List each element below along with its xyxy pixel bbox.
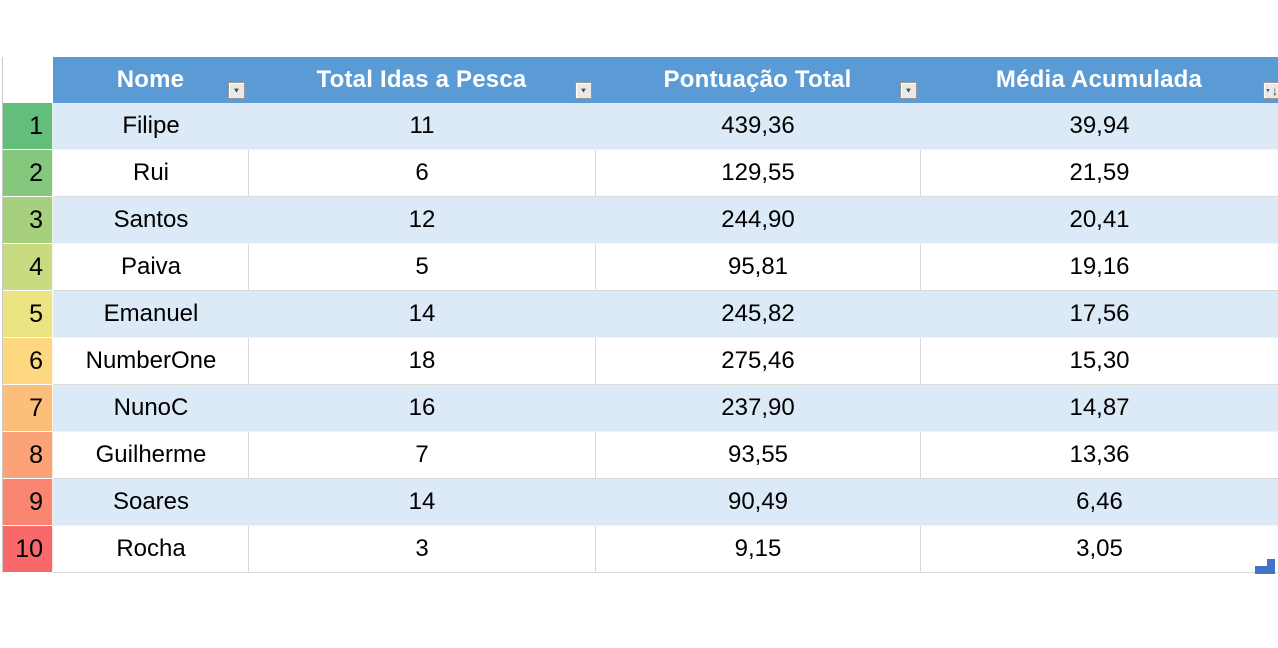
filter-dropdown-icon: ▼: [232, 86, 241, 94]
trips-cell[interactable]: 14: [248, 291, 595, 338]
trips-cell[interactable]: 6: [248, 150, 595, 197]
table-row: 3 Santos 12 244,90 20,41: [3, 197, 1278, 244]
table-header-row: Nome ▼ Total Idas a Pesca ▼ Pontuação To…: [53, 57, 1278, 103]
average-cell[interactable]: 19,16: [920, 244, 1278, 291]
name-cell[interactable]: Paiva: [53, 244, 248, 291]
filter-button[interactable]: ▼ ↓: [1263, 82, 1278, 99]
name-cell[interactable]: Emanuel: [53, 291, 248, 338]
trips-cell[interactable]: 16: [248, 385, 595, 432]
average-cell[interactable]: 14,87: [920, 385, 1278, 432]
average-cell[interactable]: 20,41: [920, 197, 1278, 244]
column-header-label: Pontuação Total: [663, 66, 852, 93]
trips-cell[interactable]: 11: [248, 103, 595, 150]
points-cell[interactable]: 95,81: [595, 244, 920, 291]
table-row: 9 Soares 14 90,49 6,46: [3, 479, 1278, 526]
table-row: 7 NunoC 16 237,90 14,87: [3, 385, 1278, 432]
points-cell[interactable]: 439,36: [595, 103, 920, 150]
column-header-label: Total Idas a Pesca: [316, 66, 527, 93]
table-row: 8 Guilherme 7 93,55 13,36: [3, 432, 1278, 479]
trips-cell[interactable]: 18: [248, 338, 595, 385]
column-header[interactable]: Nome ▼: [53, 57, 248, 103]
table-row: 10 Rocha 3 9,15 3,05: [3, 526, 1278, 573]
table-row: 5 Emanuel 14 245,82 17,56: [3, 291, 1278, 338]
average-cell[interactable]: 13,36: [920, 432, 1278, 479]
table-resize-handle[interactable]: [1267, 559, 1275, 566]
average-cell[interactable]: 39,94: [920, 103, 1278, 150]
filter-dropdown-icon: ▼: [579, 86, 588, 94]
average-cell[interactable]: 17,56: [920, 291, 1278, 338]
table-row: 2 Rui 6 129,55 21,59: [3, 150, 1278, 197]
rank-cell[interactable]: 8: [3, 432, 53, 479]
column-header[interactable]: Média Acumulada ▼ ↓: [920, 57, 1278, 103]
table-row: 6 NumberOne 18 275,46 15,30: [3, 338, 1278, 385]
average-cell[interactable]: 15,30: [920, 338, 1278, 385]
table-resize-handle[interactable]: [1255, 566, 1275, 574]
name-cell[interactable]: Filipe: [53, 103, 248, 150]
filter-button[interactable]: ▼: [575, 82, 592, 99]
rank-cell[interactable]: 2: [3, 150, 53, 197]
name-cell[interactable]: Rocha: [53, 526, 248, 573]
trips-cell[interactable]: 5: [248, 244, 595, 291]
points-cell[interactable]: 244,90: [595, 197, 920, 244]
name-cell[interactable]: Soares: [53, 479, 248, 526]
table-row: 4 Paiva 5 95,81 19,16: [3, 244, 1278, 291]
filter-button[interactable]: ▼: [228, 82, 245, 99]
trips-cell[interactable]: 12: [248, 197, 595, 244]
rank-cell[interactable]: 7: [3, 385, 53, 432]
table-body: 1 Filipe 11 439,36 39,94 2 Rui 6 129,55 …: [3, 103, 1278, 573]
points-cell[interactable]: 129,55: [595, 150, 920, 197]
name-cell[interactable]: Santos: [53, 197, 248, 244]
points-cell[interactable]: 90,49: [595, 479, 920, 526]
trips-cell[interactable]: 3: [248, 526, 595, 573]
average-cell[interactable]: 3,05: [920, 526, 1278, 573]
filter-dropdown-icon: ▼: [1265, 87, 1271, 94]
average-cell[interactable]: 6,46: [920, 479, 1278, 526]
rank-cell[interactable]: 3: [3, 197, 53, 244]
sort-descending-icon: ↓: [1271, 83, 1278, 98]
name-cell[interactable]: Guilherme: [53, 432, 248, 479]
column-header-label: Nome: [116, 66, 185, 93]
rank-cell[interactable]: 1: [3, 103, 53, 150]
column-header[interactable]: Pontuação Total ▼: [595, 57, 920, 103]
name-cell[interactable]: NunoC: [53, 385, 248, 432]
rank-cell[interactable]: 4: [3, 244, 53, 291]
left-gridline: [2, 57, 3, 573]
trips-cell[interactable]: 14: [248, 479, 595, 526]
rank-cell[interactable]: 9: [3, 479, 53, 526]
average-cell[interactable]: 21,59: [920, 150, 1278, 197]
points-cell[interactable]: 93,55: [595, 432, 920, 479]
points-cell[interactable]: 275,46: [595, 338, 920, 385]
rank-cell[interactable]: 5: [3, 291, 53, 338]
rank-cell[interactable]: 6: [3, 338, 53, 385]
filter-dropdown-icon: ▼: [904, 86, 913, 94]
rank-cell[interactable]: 10: [3, 526, 53, 573]
filter-button[interactable]: ▼: [900, 82, 917, 99]
column-header[interactable]: Total Idas a Pesca ▼: [248, 57, 595, 103]
table-row: 1 Filipe 11 439,36 39,94: [3, 103, 1278, 150]
name-cell[interactable]: NumberOne: [53, 338, 248, 385]
name-cell[interactable]: Rui: [53, 150, 248, 197]
points-cell[interactable]: 245,82: [595, 291, 920, 338]
column-header-label: Média Acumulada: [995, 66, 1203, 93]
trips-cell[interactable]: 7: [248, 432, 595, 479]
points-cell[interactable]: 9,15: [595, 526, 920, 573]
points-cell[interactable]: 237,90: [595, 385, 920, 432]
